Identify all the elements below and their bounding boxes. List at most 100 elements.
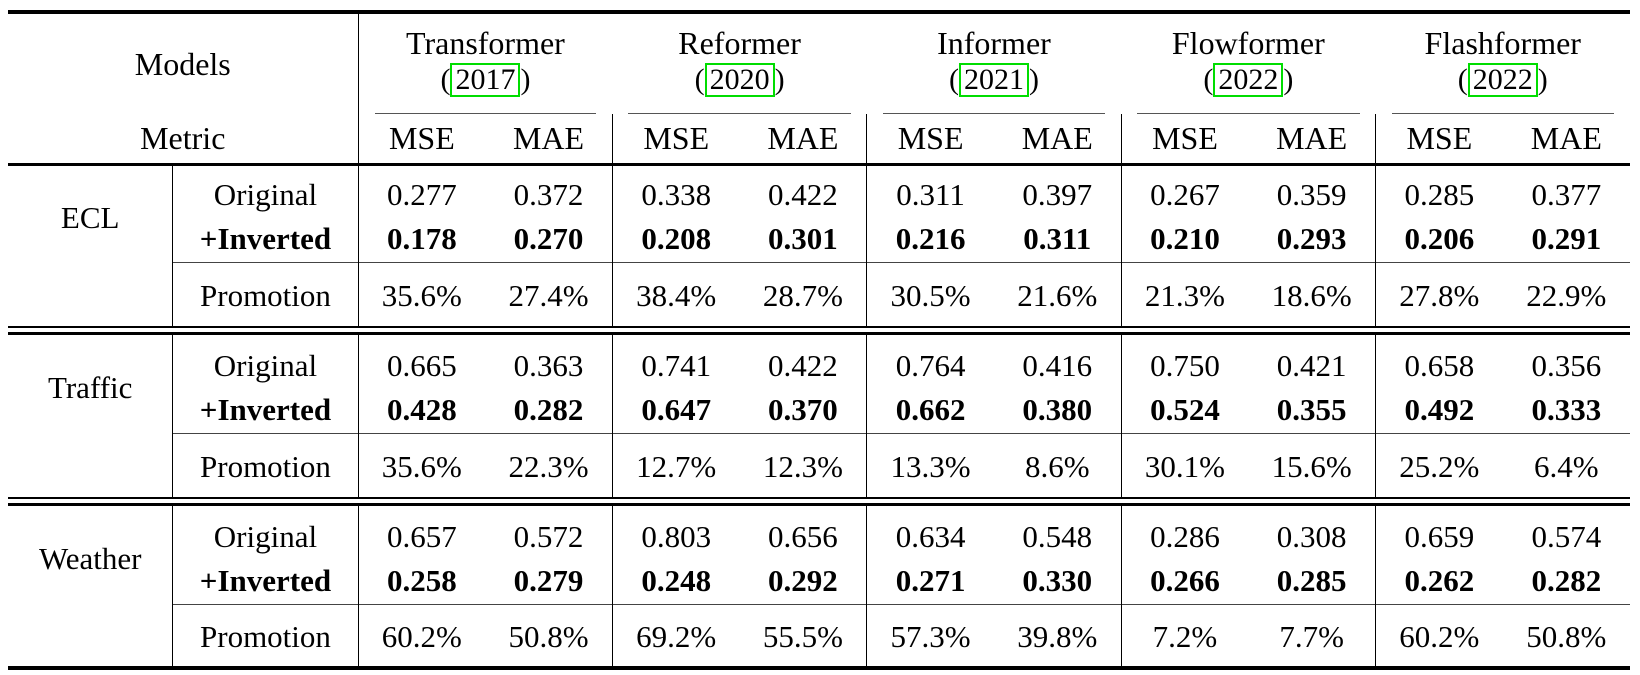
value-cell: 0.293 — [1276, 221, 1347, 257]
promotion-cell: 8.6% — [993, 432, 1122, 497]
promotion-cell: 22.9% — [1502, 261, 1630, 326]
value-cell: 0.662 — [866, 388, 994, 433]
table-row: Traffic Original 0.665 0.363 0.741 0.422… — [8, 335, 1630, 405]
row-label-inverted: +Inverted — [172, 217, 358, 262]
model-header-flashformer: Flashformer (2022) — [1376, 12, 1631, 114]
separator-cell — [8, 497, 1630, 506]
double-rule — [8, 497, 1630, 506]
metric-label-mae: MAE — [1502, 114, 1630, 166]
section-separator — [8, 497, 1630, 506]
empty-cell — [8, 604, 173, 668]
row-label-original: Original — [172, 335, 358, 388]
value-cell: 0.574 — [1531, 518, 1602, 554]
promotion-cell: 13.3% — [866, 432, 994, 497]
value-cell: 0.301 — [768, 221, 838, 257]
model-name: Flashformer — [1424, 25, 1581, 61]
metric-label-mse: MSE — [1374, 114, 1503, 166]
promotion-cell: 30.1% — [1120, 432, 1249, 497]
promotion-cell: 27.4% — [485, 261, 613, 326]
model-header-informer: Informer (2021) — [867, 12, 1121, 114]
models-header-row: Models Transformer (2017) Reformer (2020… — [8, 12, 1630, 114]
model-year: (2021) — [867, 62, 1121, 98]
citation-year-link[interactable]: 2021 — [958, 63, 1029, 97]
table-row: Weather Original 0.657 0.572 0.803 0.656… — [8, 506, 1630, 576]
separator-cell — [8, 326, 1630, 335]
value-cell: 0.422 — [768, 177, 838, 213]
value-cell: 0.370 — [768, 392, 838, 428]
model-name: Reformer — [678, 25, 801, 61]
value-cell: 0.267 — [1120, 164, 1249, 217]
value-cell: 0.338 — [611, 164, 740, 217]
value-cell: 0.282 — [513, 392, 584, 428]
citation-year-link[interactable]: 2020 — [704, 63, 775, 97]
value-cell: 0.363 — [513, 347, 584, 383]
value-cell: 0.271 — [866, 559, 994, 604]
value-cell: 0.285 — [1374, 164, 1503, 217]
value-cell: 0.333 — [1531, 392, 1602, 428]
paren-close: ) — [520, 63, 531, 96]
value-cell: 0.291 — [1531, 221, 1602, 257]
value-cell: 0.356 — [1531, 347, 1602, 383]
value-cell: 0.428 — [357, 388, 486, 433]
cmidrule — [882, 113, 1106, 114]
table-row: Promotion 35.6% 22.3% 12.7% 12.3% 13.3% … — [8, 432, 1630, 497]
value-cell: 0.355 — [1276, 392, 1347, 428]
value-cell: 0.311 — [1023, 221, 1092, 257]
row-label-promotion: Promotion — [172, 603, 358, 668]
models-header-label: Models — [134, 45, 231, 82]
value-cell: 0.548 — [1022, 518, 1093, 554]
value-cell: 0.572 — [513, 518, 584, 554]
citation-year-link[interactable]: 2022 — [1213, 63, 1284, 97]
promotion-cell: 50.8% — [485, 603, 613, 668]
metric-header-row: Metric MSE MAE MSE MAE MSE MAE MSE MAE M… — [8, 114, 1630, 166]
value-cell: 0.492 — [1374, 388, 1503, 433]
citation-year-link[interactable]: 2022 — [1467, 63, 1538, 97]
value-cell: 0.422 — [768, 347, 838, 383]
table-row: Promotion 60.2% 50.8% 69.2% 55.5% 57.3% … — [8, 603, 1630, 668]
paren-open: ( — [1203, 63, 1214, 96]
metric-label-mae: MAE — [1248, 114, 1376, 166]
section-separator — [8, 326, 1630, 335]
row-label-promotion: Promotion — [172, 432, 358, 497]
promotion-cell: 55.5% — [739, 603, 867, 668]
value-cell: 0.311 — [866, 164, 994, 217]
promotion-cell: 25.2% — [1374, 432, 1503, 497]
promotion-cell: 7.7% — [1248, 603, 1376, 668]
row-label-promotion: Promotion — [172, 261, 358, 326]
citation-year-link[interactable]: 2017 — [450, 63, 521, 97]
promotion-cell: 50.8% — [1502, 603, 1630, 668]
metric-label-mae: MAE — [485, 114, 613, 166]
empty-cell — [8, 433, 173, 497]
value-cell: 0.178 — [357, 217, 486, 262]
value-cell: 0.372 — [513, 177, 584, 213]
value-cell: 0.741 — [611, 335, 740, 388]
promotion-cell: 39.8% — [993, 603, 1122, 668]
metric-label-mae: MAE — [993, 114, 1122, 166]
paren-close: ) — [1537, 63, 1548, 96]
empty-cell — [8, 262, 173, 326]
model-header-flowformer: Flowformer (2022) — [1121, 12, 1375, 114]
value-cell: 0.656 — [768, 518, 838, 554]
value-cell: 0.216 — [866, 217, 994, 262]
value-cell: 0.270 — [513, 221, 584, 257]
model-year: (2020) — [612, 62, 866, 98]
table-row: +Inverted 0.428 0.282 0.647 0.370 0.662 … — [8, 388, 1630, 433]
paren-open: ( — [1457, 63, 1468, 96]
value-cell: 0.377 — [1531, 177, 1602, 213]
metric-label-mse: MSE — [357, 114, 486, 166]
value-cell: 0.665 — [357, 335, 486, 388]
table-row: +Inverted 0.258 0.279 0.248 0.292 0.271 … — [8, 559, 1630, 604]
cmidrule — [374, 113, 597, 114]
value-cell: 0.634 — [866, 506, 994, 559]
dataset-label: ECL — [60, 199, 120, 235]
table-row: Promotion 35.6% 27.4% 38.4% 28.7% 30.5% … — [8, 261, 1630, 326]
promotion-cell: 35.6% — [357, 432, 486, 497]
model-year: (2022) — [1376, 62, 1631, 98]
value-cell: 0.210 — [1120, 217, 1249, 262]
metric-label-mse: MSE — [1120, 114, 1249, 166]
value-cell: 0.380 — [1022, 392, 1093, 428]
value-cell: 0.359 — [1276, 177, 1347, 213]
dataset-label: Weather — [38, 541, 142, 576]
promotion-cell: 69.2% — [611, 603, 740, 668]
dataset-label: Traffic — [48, 370, 133, 405]
